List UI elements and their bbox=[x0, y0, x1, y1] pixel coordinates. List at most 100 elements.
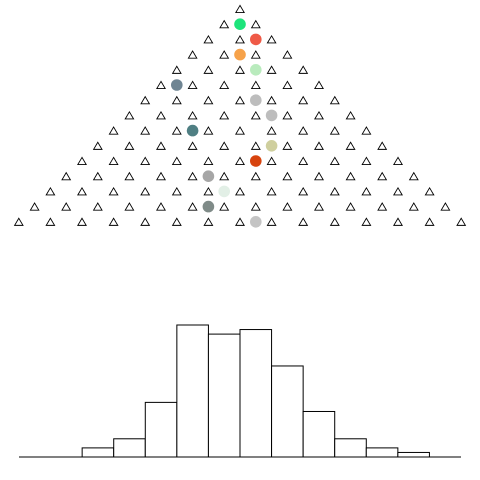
histogram-bar bbox=[365, 447, 399, 458]
peg-icon bbox=[156, 110, 166, 120]
peg-icon bbox=[250, 110, 261, 120]
peg-icon bbox=[329, 186, 340, 196]
peg-icon bbox=[92, 141, 103, 150]
peg-icon bbox=[298, 65, 309, 74]
peg-icon bbox=[203, 217, 214, 226]
peg-icon bbox=[187, 171, 198, 181]
peg-icon bbox=[314, 141, 324, 150]
peg-icon bbox=[282, 171, 293, 181]
peg-icon bbox=[377, 141, 388, 150]
histogram-bar bbox=[113, 438, 146, 458]
peg-icon bbox=[77, 217, 87, 226]
ball bbox=[234, 48, 246, 61]
peg-icon bbox=[361, 217, 372, 226]
peg-icon bbox=[187, 202, 198, 211]
ball bbox=[265, 109, 278, 122]
peg-icon bbox=[250, 80, 261, 90]
peg-icon bbox=[282, 202, 293, 211]
peg-icon bbox=[361, 186, 372, 196]
peg-icon bbox=[108, 156, 119, 166]
histogram-bar bbox=[302, 410, 336, 458]
ball bbox=[250, 64, 262, 76]
peg-icon bbox=[187, 80, 198, 90]
peg-icon bbox=[440, 202, 451, 211]
peg-icon bbox=[203, 156, 214, 166]
histogram-bar bbox=[271, 365, 304, 458]
peg-icon bbox=[235, 65, 245, 74]
peg-icon bbox=[250, 50, 261, 59]
peg-icon bbox=[45, 217, 56, 226]
peg-icon bbox=[108, 186, 119, 196]
peg-icon bbox=[13, 217, 24, 226]
peg-icon bbox=[393, 186, 403, 196]
peg-icon bbox=[203, 34, 214, 44]
histogram-bar bbox=[144, 401, 178, 458]
histogram-bar bbox=[207, 333, 241, 458]
peg-icon bbox=[266, 217, 277, 226]
peg-icon bbox=[266, 34, 277, 44]
peg-icon bbox=[219, 19, 230, 29]
peg-icon bbox=[203, 65, 214, 74]
peg-icon bbox=[171, 95, 182, 105]
peg-board bbox=[13, 4, 467, 228]
peg-icon bbox=[266, 156, 277, 166]
peg-icon bbox=[108, 126, 119, 135]
peg-icon bbox=[314, 80, 324, 90]
peg-icon bbox=[77, 156, 87, 166]
ball bbox=[250, 33, 262, 46]
histogram-bar bbox=[397, 451, 430, 458]
peg-icon bbox=[171, 217, 182, 226]
peg-icon bbox=[156, 141, 166, 150]
ball bbox=[250, 94, 262, 106]
peg-icon bbox=[124, 202, 135, 211]
peg-icon bbox=[77, 186, 87, 196]
ball bbox=[234, 18, 246, 31]
peg-icon bbox=[266, 186, 277, 196]
peg-icon bbox=[29, 202, 40, 211]
peg-icon bbox=[250, 202, 261, 211]
peg-icon bbox=[171, 156, 182, 166]
peg-icon bbox=[298, 95, 309, 105]
peg-icon bbox=[61, 202, 72, 211]
peg-icon bbox=[140, 126, 151, 135]
histogram-bar bbox=[81, 447, 115, 458]
peg-icon bbox=[235, 217, 245, 226]
histogram-bar bbox=[334, 438, 367, 458]
peg-icon bbox=[140, 156, 151, 166]
peg-icon bbox=[219, 202, 230, 211]
peg-icon bbox=[266, 65, 277, 74]
peg-icon bbox=[187, 141, 198, 150]
peg-icon bbox=[393, 217, 403, 226]
histogram-bar bbox=[176, 324, 209, 458]
peg-icon bbox=[393, 156, 403, 166]
peg-icon bbox=[108, 217, 119, 226]
peg-icon bbox=[140, 186, 151, 196]
peg-icon bbox=[124, 141, 135, 150]
ball bbox=[250, 216, 262, 228]
peg-icon bbox=[456, 217, 467, 226]
peg-icon bbox=[187, 50, 198, 59]
peg-icon bbox=[171, 65, 182, 74]
peg-icon bbox=[203, 126, 214, 135]
peg-icon bbox=[235, 34, 245, 44]
peg-icon bbox=[329, 126, 340, 135]
peg-icon bbox=[219, 110, 230, 120]
peg-icon bbox=[156, 80, 166, 90]
peg-icon bbox=[45, 186, 56, 196]
peg-icon bbox=[282, 80, 293, 90]
peg-icon bbox=[92, 171, 103, 181]
peg-icon bbox=[377, 202, 388, 211]
peg-icon bbox=[329, 156, 340, 166]
peg-icon bbox=[203, 186, 214, 196]
peg-icon bbox=[361, 126, 372, 135]
peg-icon bbox=[219, 171, 230, 181]
ball bbox=[250, 155, 262, 167]
peg-icon bbox=[219, 50, 230, 59]
peg-icon bbox=[156, 171, 166, 181]
peg-icon bbox=[124, 110, 135, 120]
peg-icon bbox=[282, 50, 293, 59]
ball bbox=[202, 200, 215, 213]
histogram-bar bbox=[239, 329, 273, 458]
ball bbox=[202, 170, 215, 182]
